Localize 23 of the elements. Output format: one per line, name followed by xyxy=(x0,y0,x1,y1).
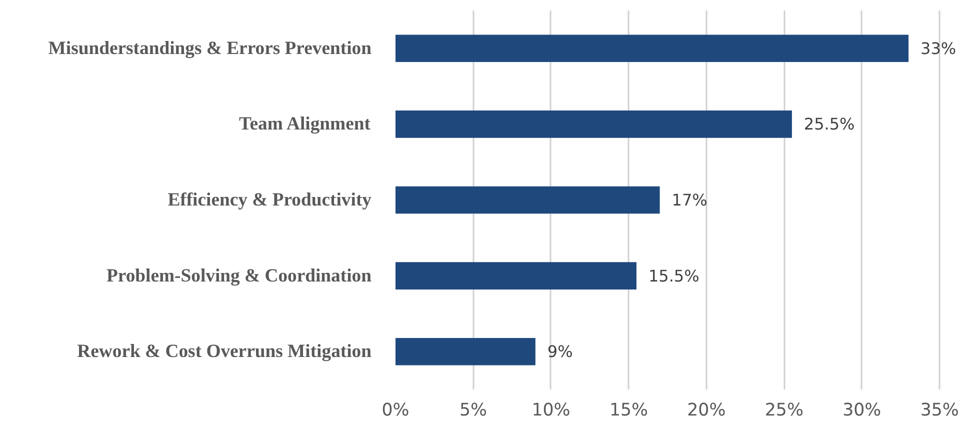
y-tick-label: Team Alignment xyxy=(239,114,372,135)
bar xyxy=(396,186,660,214)
y-tick-label: Problem-Solving & Coordination xyxy=(106,265,372,286)
y-tick-label: Rework & Cost Overruns Mitigation xyxy=(77,341,372,362)
x-tick-label: 20% xyxy=(687,400,726,420)
x-tick-label: 10% xyxy=(532,400,570,420)
data-label: 15.5% xyxy=(648,266,700,286)
x-tick-label: 35% xyxy=(920,400,959,420)
bar xyxy=(396,338,536,366)
data-label: 17% xyxy=(672,190,708,210)
bar xyxy=(396,110,792,138)
data-label: 25.5% xyxy=(804,114,855,134)
x-tick-label: 30% xyxy=(842,400,882,420)
x-tick-label: 25% xyxy=(764,400,804,420)
data-label: 33% xyxy=(920,38,956,58)
x-tick-label: 5% xyxy=(459,400,487,420)
bar xyxy=(396,262,636,290)
data-label: 9% xyxy=(547,342,573,362)
y-tick-label: Misunderstandings & Errors Prevention xyxy=(48,38,372,59)
bar xyxy=(396,34,909,62)
x-tick-label: 15% xyxy=(609,400,648,420)
x-tick-label: 0% xyxy=(382,400,410,420)
y-tick-label: Efficiency & Productivity xyxy=(168,190,372,210)
